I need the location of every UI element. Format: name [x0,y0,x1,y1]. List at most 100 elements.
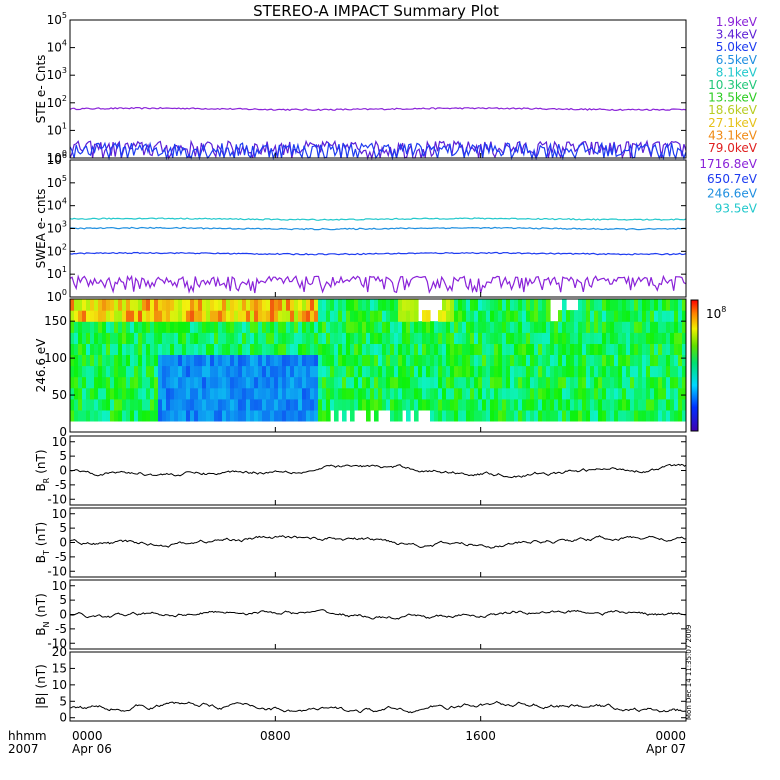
heatmap-cell [182,409,187,422]
heatmap-cell [274,321,279,333]
heatmap-cell [454,332,459,344]
heatmap-cell [494,354,499,367]
heatmap-cell [74,321,79,333]
heatmap-cell [486,409,491,422]
legend-ste-9: 43.1keV [708,128,758,142]
heatmap-cell [326,343,331,355]
heatmap-cell [286,299,291,311]
heatmap-cell [486,376,491,389]
heatmap-cell [230,409,235,422]
heatmap-cell [418,398,423,411]
heatmap-cell [302,343,307,355]
heatmap-cell [270,409,275,422]
heatmap-cell [166,387,171,400]
heatmap-cell [394,332,399,344]
heatmap-cell [634,398,639,411]
heatmap-cell [174,398,179,411]
heatmap-cell [198,321,203,333]
heatmap-cell [546,387,551,400]
heatmap-cell [622,376,627,389]
heatmap-cell [158,387,163,400]
heatmap-cell [658,387,663,400]
heatmap-cell [306,354,311,367]
heatmap-cell [358,376,363,389]
heatmap-cell [650,376,655,389]
heatmap-cell [498,409,503,422]
heatmap-cell [266,365,271,378]
heatmap-cell [234,376,239,389]
heatmap-cell [306,299,311,311]
heatmap-cell [178,387,183,400]
heatmap-cell [574,343,579,355]
heatmap-cell [270,310,275,322]
heatmap-cell [570,321,575,333]
heatmap-cell [110,354,115,367]
heatmap-cell [286,332,291,344]
heatmap-cell [230,365,235,378]
heatmap-cell [542,387,547,400]
heatmap-cell [634,343,639,355]
heatmap-cell [502,376,507,389]
heatmap-cell [218,387,223,400]
heatmap-cell [390,310,395,322]
heatmap-cell [682,365,686,378]
heatmap-cell [378,321,383,333]
heatmap-cell [306,321,311,333]
heatmap-cell [618,343,623,355]
heatmap-cell [662,343,667,355]
heatmap-cell [438,354,443,367]
heatmap-cell [70,332,75,344]
heatmap-cell [158,299,163,311]
heatmap-cell [170,321,175,333]
heatmap-cell [98,398,103,411]
heatmap-cell [106,321,111,333]
heatmap-cell [626,332,631,344]
heatmap-cell [274,365,279,378]
heatmap-cell [438,398,443,411]
heatmap-cell [318,376,323,389]
heatmap-cell [562,321,567,333]
heatmap-cell [182,299,187,311]
heatmap-cell [594,299,599,311]
heatmap-cell [190,310,195,322]
heatmap-cell [134,376,139,389]
heatmap-cell [86,398,91,411]
heatmap-cell [282,354,287,367]
heatmap-cell [542,365,547,378]
heatmap-cell [254,332,259,344]
heatmap-cell [486,299,491,311]
heatmap-cell [614,409,619,422]
heatmap-cell [510,376,515,389]
heatmap-cell [562,332,567,344]
heatmap-cell [390,409,395,422]
heatmap-cell [318,321,323,333]
heatmap-cell [166,376,171,389]
heatmap-cell [330,299,335,311]
heatmap-cell [218,398,223,411]
heatmap-cell [386,365,391,378]
heatmap-cell [350,387,355,400]
heatmap-cell [662,332,667,344]
heatmap-cell [362,354,367,367]
heatmap-cell [162,387,167,400]
heatmap-cell [678,376,683,389]
heatmap-cell [302,332,307,344]
heatmap-cell [290,343,295,355]
heatmap-cell [174,387,179,400]
heatmap-cell [566,387,571,400]
heatmap-cell [222,365,227,378]
heatmap-cell [582,387,587,400]
heatmap-cell [514,409,519,422]
heatmap-cell [74,376,79,389]
heatmap-cell [334,299,339,311]
heatmap-cell [250,343,255,355]
heatmap-cell [94,310,99,322]
heatmap-cell [598,387,603,400]
heatmap-cell [118,299,123,311]
heatmap-cell [682,409,686,422]
heatmap-cell [94,376,99,389]
heatmap-cell [550,398,555,411]
heatmap-cell [130,409,135,422]
heatmap-cell [518,343,523,355]
